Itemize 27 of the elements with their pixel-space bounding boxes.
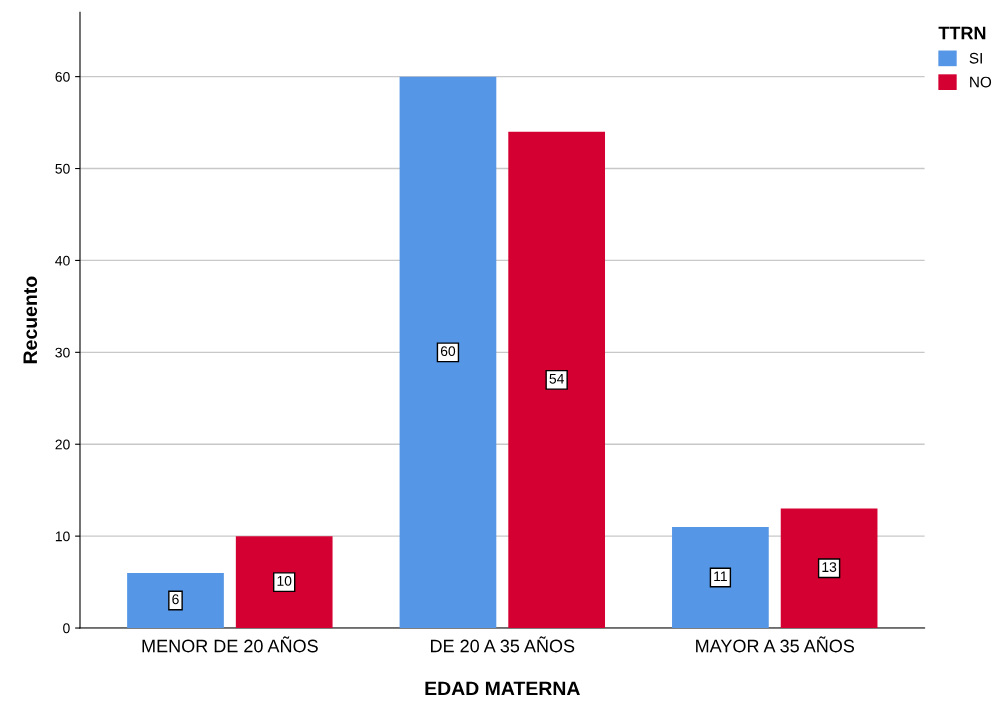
legend-label: NO: [970, 76, 992, 88]
legend-title: TTRN: [938, 26, 986, 40]
y-tick-label: 30: [55, 347, 70, 358]
legend-label: SI: [969, 52, 982, 64]
y-tick-label: 0: [63, 623, 70, 634]
data-label: 11: [714, 571, 727, 582]
x-tick-label: MAYOR A 35 AÑOS: [696, 636, 855, 653]
y-tick-label: 40: [55, 255, 70, 266]
bar: [399, 76, 497, 629]
data-label: 54: [549, 373, 564, 384]
y-tick-label: 10: [55, 531, 70, 542]
bar: [127, 572, 224, 629]
x-axis-title: EDAD MATERNA: [425, 681, 580, 696]
x-tick-label: DE 20 A 35 AÑOS: [431, 636, 575, 653]
y-axis-title: Recuento: [23, 276, 38, 364]
bar: [780, 508, 878, 629]
bar: [672, 526, 769, 629]
data-label: 10: [277, 575, 292, 586]
y-tick-label: 50: [55, 163, 70, 174]
data-label: 60: [440, 346, 456, 357]
data-label: 6: [172, 594, 179, 605]
bar: [508, 131, 606, 629]
y-tick-label: 60: [55, 71, 70, 82]
data-label: 13: [822, 562, 837, 573]
bar: [235, 536, 333, 629]
y-tick-label: 20: [55, 439, 70, 450]
x-tick-label: MENOR DE 20 AÑOS: [142, 636, 318, 653]
